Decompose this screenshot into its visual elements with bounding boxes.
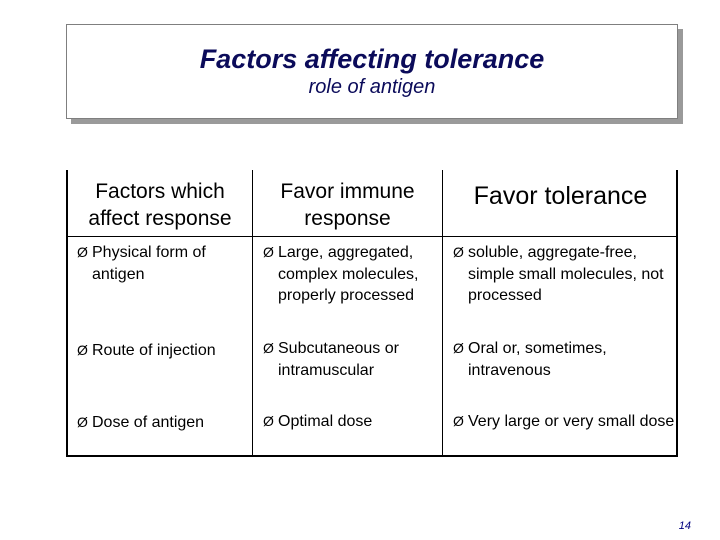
table-cell: Ø Physical form of antigen — [77, 244, 206, 283]
tolerance-factors-table: Factors which affect response Favor immu… — [66, 170, 678, 457]
table-cell: Ø Dose of antigen — [76, 412, 262, 434]
arrow-bullet-icon: Ø — [77, 342, 88, 358]
column-divider — [252, 170, 253, 455]
title-box: Factors affecting tolerance role of anti… — [66, 24, 678, 119]
arrow-bullet-icon: Ø — [77, 244, 88, 260]
arrow-bullet-icon: Ø — [453, 340, 464, 356]
arrow-bullet-icon: Ø — [263, 244, 274, 260]
header-favor-immune: Favor immune response — [280, 180, 415, 230]
table-cell: Ø Subcutaneous or intramuscular — [263, 340, 399, 379]
table-cell: Ø Optimal dose — [262, 411, 450, 433]
arrow-bullet-icon: Ø — [263, 340, 274, 356]
arrow-bullet-icon: Ø — [77, 414, 88, 430]
table-cell: Ø Very large or very small dose — [452, 411, 680, 433]
arrow-bullet-icon: Ø — [263, 413, 274, 429]
header-divider — [68, 236, 676, 237]
page-number: 14 — [678, 520, 691, 532]
header-factors: Factors which affect response — [88, 180, 232, 230]
table-cell: Ø Large, aggregated, complex molecules, p… — [263, 244, 419, 304]
column-divider — [442, 170, 443, 455]
header-favor-tolerance: Favor tolerance — [473, 182, 648, 210]
arrow-bullet-icon: Ø — [453, 413, 464, 429]
slide-subtitle: role of antigen — [308, 76, 436, 98]
table-cell: Ø Oral or, sometimes, intravenous — [453, 340, 607, 379]
arrow-bullet-icon: Ø — [453, 244, 464, 260]
table-cell: Ø Route of injection — [76, 340, 262, 362]
slide-title: Factors affecting tolerance — [199, 44, 545, 74]
